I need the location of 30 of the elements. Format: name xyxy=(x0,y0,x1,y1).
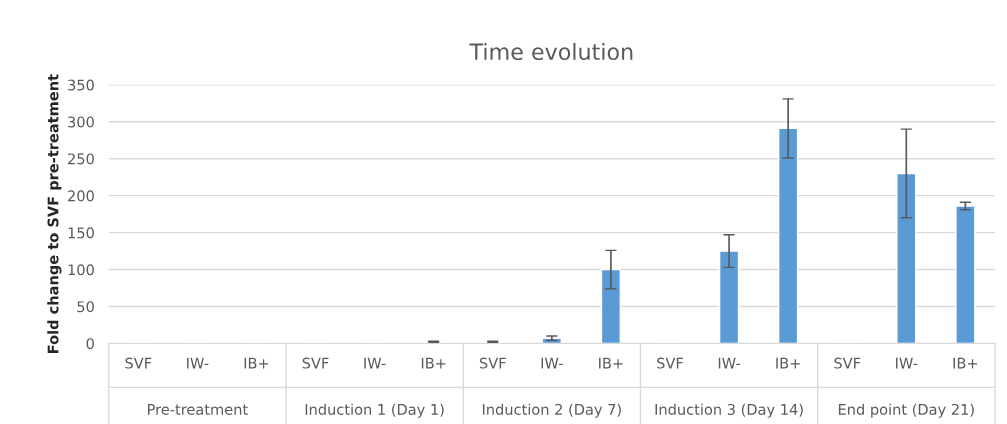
x-tick-label: IB+ xyxy=(599,357,623,369)
text: Induction 1 (Day 1) xyxy=(305,403,444,418)
x-tick-label: SVF xyxy=(834,357,861,369)
x-tick-label: SVF xyxy=(657,357,683,369)
x-tick-label: SVF xyxy=(125,357,152,369)
y-tick-label: 300 xyxy=(68,116,94,128)
text: End point (Day 21) xyxy=(838,403,974,418)
y-tick-label: 100 xyxy=(68,264,94,276)
x-tick-label: IW- xyxy=(896,357,918,369)
x-tick-label: IW- xyxy=(364,357,386,369)
x-tick-label: IW- xyxy=(718,357,741,369)
y-axis-title: Fold change to SVF pre-treatment xyxy=(47,74,62,353)
text: Induction 2 (Day 7) xyxy=(482,403,621,418)
y-tick-label: 50 xyxy=(77,301,94,313)
x-tick-label: IW- xyxy=(187,357,209,369)
text: Pre-treatment xyxy=(148,404,248,415)
x-tick-label: SVF xyxy=(302,357,329,369)
x-tick-label: IB+ xyxy=(421,357,446,369)
text: Induction 3 (Day 14) xyxy=(655,403,803,418)
x-tick-label: IB+ xyxy=(953,357,978,369)
x-tick-label: SVF xyxy=(479,357,506,369)
x-tick-label: IB+ xyxy=(244,357,269,369)
x-tick-label: IB+ xyxy=(776,357,800,369)
y-tick-label: 250 xyxy=(68,153,94,165)
x-tick-label: IW- xyxy=(541,357,563,369)
y-tick-label: 350 xyxy=(68,79,94,91)
chart-title: Time evolution xyxy=(469,42,633,61)
y-tick-label: 150 xyxy=(68,227,94,239)
y-tick-label: 200 xyxy=(68,190,94,202)
y-tick-label: 0 xyxy=(86,338,94,350)
